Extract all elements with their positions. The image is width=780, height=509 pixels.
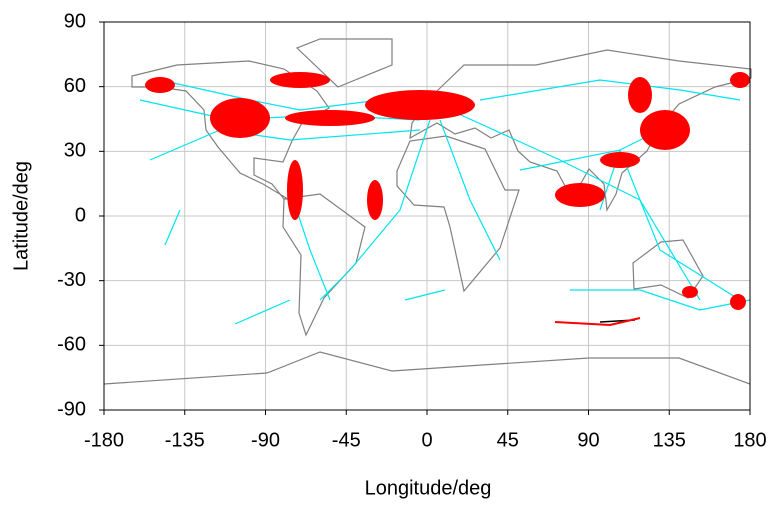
x-tick-label: 90 [577, 429, 599, 451]
y-tick-label: -30 [57, 269, 86, 291]
x-tick-label: -180 [84, 429, 124, 451]
x-tick-label: 180 [733, 429, 766, 451]
traffic-cluster [367, 180, 383, 220]
y-axis-label: Latitude/deg [10, 161, 32, 271]
x-tick-label: 45 [497, 429, 519, 451]
traffic-cluster [145, 77, 175, 93]
dense-traffic [145, 72, 750, 327]
traffic-cluster [285, 110, 375, 126]
africa [396, 135, 520, 293]
antarctica [103, 351, 751, 385]
track [234, 299, 291, 325]
traffic-cluster [270, 72, 330, 88]
track [554, 317, 641, 327]
x-axis-label: Longitude/deg [365, 477, 492, 499]
track [479, 79, 741, 101]
ticks: -180 -135 -90 -45 0 45 90 135 180 -90 -60 -30 0 30 60 9… [57, 10, 767, 451]
y-tick-label: -90 [57, 398, 86, 420]
track [439, 119, 501, 261]
y-tick-label: 0 [75, 204, 86, 226]
track [449, 109, 701, 301]
traffic-cluster [365, 90, 475, 120]
traffic-cluster [682, 286, 698, 298]
x-tick-label: -135 [165, 429, 205, 451]
y-tick-label: -60 [57, 334, 86, 356]
track [164, 209, 181, 246]
traffic-cluster [210, 98, 270, 138]
greenland [295, 38, 393, 88]
track [404, 289, 446, 301]
y-tick-label: 90 [64, 10, 86, 32]
x-tick-label: 0 [421, 429, 432, 451]
x-tick-label: 135 [653, 429, 686, 451]
y-tick-label: 60 [64, 75, 86, 97]
x-tick-label: -90 [251, 429, 280, 451]
track [319, 119, 431, 301]
traffic-cluster [628, 77, 652, 113]
traffic-cluster [640, 110, 690, 150]
eurasia [409, 49, 752, 212]
grid [103, 21, 751, 411]
traffic-cluster [600, 152, 640, 168]
y-tick-label: 30 [64, 140, 86, 162]
traffic-cluster [287, 160, 303, 220]
traffic-cluster [555, 183, 605, 207]
track [519, 149, 741, 301]
traffic-cluster [730, 294, 746, 310]
traffic-cluster [730, 72, 750, 88]
track [149, 129, 421, 161]
track [570, 289, 751, 311]
south-america [282, 193, 366, 337]
x-tick-label: -45 [332, 429, 361, 451]
